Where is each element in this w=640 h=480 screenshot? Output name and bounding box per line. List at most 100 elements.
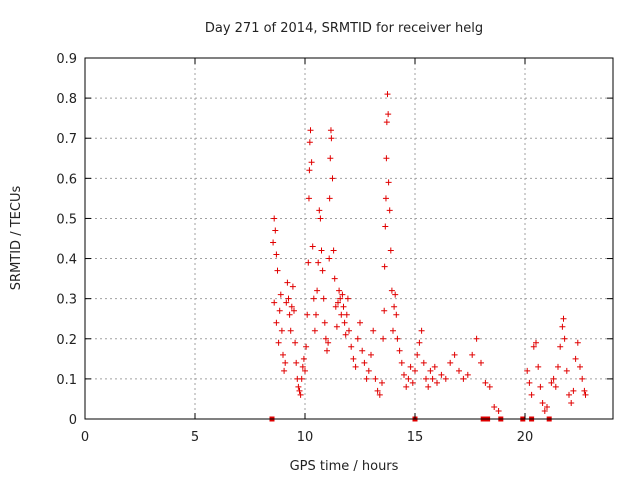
data-point bbox=[305, 195, 312, 202]
data-point bbox=[577, 363, 583, 370]
data-point bbox=[568, 399, 575, 406]
x-tick-label: 0 bbox=[81, 430, 89, 445]
data-point bbox=[407, 363, 414, 370]
data-point bbox=[311, 327, 318, 334]
data-point bbox=[473, 335, 480, 342]
data-point bbox=[296, 387, 303, 394]
data-point bbox=[581, 387, 588, 394]
data-point bbox=[561, 335, 568, 342]
y-tick-label: 0 bbox=[69, 413, 77, 428]
data-point bbox=[528, 391, 535, 398]
data-point bbox=[401, 371, 407, 378]
y-tick-label: 0.9 bbox=[56, 52, 77, 67]
data-point bbox=[295, 383, 302, 390]
data-point bbox=[333, 323, 340, 330]
data-point bbox=[380, 335, 387, 342]
data-point bbox=[423, 375, 429, 382]
data-point bbox=[317, 215, 324, 222]
data-point bbox=[305, 259, 312, 266]
data-point bbox=[291, 307, 297, 314]
data-point bbox=[343, 311, 350, 318]
data-point bbox=[321, 319, 328, 326]
data-point bbox=[274, 267, 281, 274]
data-point bbox=[382, 223, 389, 230]
data-point bbox=[348, 343, 355, 350]
data-point bbox=[381, 307, 388, 314]
data-point bbox=[557, 343, 564, 350]
y-tick-label: 0.5 bbox=[56, 212, 77, 227]
data-point bbox=[537, 383, 544, 390]
data-point bbox=[304, 311, 311, 318]
data-point bbox=[555, 363, 561, 370]
data-point bbox=[414, 351, 421, 358]
data-point bbox=[325, 339, 332, 346]
data-point bbox=[582, 391, 589, 398]
data-point bbox=[552, 383, 559, 390]
data-point bbox=[359, 347, 366, 354]
data-point bbox=[293, 359, 300, 366]
data-point bbox=[344, 295, 351, 302]
data-point bbox=[434, 379, 440, 386]
data-point bbox=[438, 371, 445, 378]
data-point bbox=[298, 375, 305, 382]
data-point bbox=[271, 299, 278, 306]
data-point bbox=[350, 355, 357, 362]
data-point bbox=[533, 339, 539, 346]
data-point bbox=[282, 359, 289, 366]
data-point bbox=[383, 119, 390, 126]
data-point bbox=[327, 155, 334, 162]
x-tick-label: 5 bbox=[191, 430, 199, 445]
data-point bbox=[486, 383, 493, 390]
data-point bbox=[287, 327, 294, 334]
data-point bbox=[530, 343, 537, 350]
y-tick-label: 0.6 bbox=[56, 172, 77, 187]
data-point bbox=[303, 343, 310, 350]
data-point bbox=[382, 195, 389, 202]
data-point bbox=[331, 275, 338, 282]
data-point bbox=[284, 279, 291, 286]
data-point bbox=[278, 327, 285, 334]
data-point bbox=[302, 367, 308, 374]
data-point bbox=[559, 323, 566, 330]
data-point bbox=[381, 263, 388, 270]
data-point bbox=[383, 155, 390, 162]
data-point bbox=[386, 207, 393, 214]
data-point bbox=[425, 383, 432, 390]
data-point bbox=[289, 283, 296, 290]
data-point bbox=[329, 175, 336, 182]
data-point bbox=[442, 375, 449, 382]
data-point bbox=[374, 387, 381, 394]
data-point bbox=[292, 339, 299, 346]
data-point bbox=[572, 355, 579, 362]
plot-frame bbox=[84, 57, 614, 420]
data-point bbox=[544, 403, 550, 410]
data-point bbox=[315, 259, 322, 266]
y-tick-label: 0.4 bbox=[56, 253, 77, 268]
data-point bbox=[275, 339, 282, 346]
data-point bbox=[342, 331, 349, 338]
data-point bbox=[299, 363, 306, 370]
data-point bbox=[341, 319, 348, 326]
data-point bbox=[340, 303, 347, 310]
data-point bbox=[418, 327, 425, 334]
data-point bbox=[412, 367, 418, 374]
y-tick-label: 0.8 bbox=[56, 92, 77, 107]
y-tick-label: 0.3 bbox=[56, 293, 77, 308]
data-point bbox=[403, 383, 410, 390]
data-point bbox=[456, 367, 462, 374]
data-point bbox=[318, 247, 325, 254]
data-point bbox=[372, 375, 379, 382]
data-point bbox=[405, 375, 412, 382]
data-point bbox=[409, 379, 416, 386]
data-point bbox=[491, 403, 498, 410]
data-point bbox=[370, 327, 377, 334]
data-point bbox=[273, 251, 280, 258]
x-axis-label: GPS time / hours bbox=[290, 459, 399, 474]
data-point bbox=[326, 195, 333, 202]
data-point bbox=[319, 267, 326, 274]
data-point bbox=[429, 375, 436, 382]
data-point bbox=[394, 335, 401, 342]
data-point bbox=[464, 371, 471, 378]
data-point bbox=[447, 359, 454, 366]
data-point bbox=[391, 303, 398, 310]
